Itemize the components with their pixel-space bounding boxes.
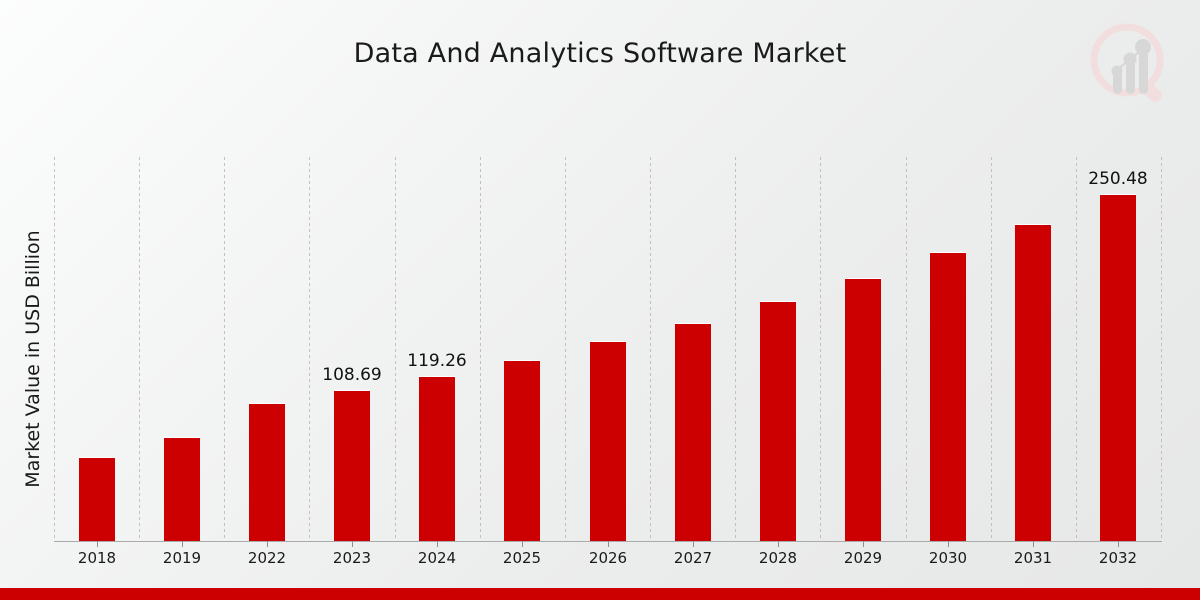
- bar-group-2025[interactable]: [504, 157, 540, 541]
- x-tick-mark: [437, 541, 438, 547]
- bar-group-2027[interactable]: [675, 157, 711, 541]
- x-tick-label-2022: 2022: [247, 549, 287, 567]
- x-tick-label-2027: 2027: [673, 549, 713, 567]
- bars-layer: 108.69 119.26 250.48: [54, 157, 1161, 541]
- x-tick-mark: [352, 541, 353, 547]
- x-tick-label-2031: 2031: [1013, 549, 1053, 567]
- bar-group-2022[interactable]: [249, 157, 285, 541]
- bar-value-label: 250.48: [1088, 169, 1148, 189]
- bar[interactable]: [164, 437, 200, 541]
- x-tick-mark: [608, 541, 609, 547]
- x-tick-mark: [522, 541, 523, 547]
- bar-group-2026[interactable]: [590, 157, 626, 541]
- gridline: [1161, 157, 1162, 541]
- bar[interactable]: [930, 252, 966, 541]
- bar[interactable]: [504, 360, 540, 541]
- x-tick-label-2032: 2032: [1098, 549, 1138, 567]
- x-tick-mark: [778, 541, 779, 547]
- bar-group-2019[interactable]: [164, 157, 200, 541]
- y-axis-title: Market Value in USD Billion: [22, 230, 44, 488]
- footer-accent-band: [0, 588, 1200, 600]
- x-tick-mark: [267, 541, 268, 547]
- x-tick-mark: [948, 541, 949, 547]
- bar[interactable]: [845, 278, 881, 541]
- bar-group-2031[interactable]: [1015, 157, 1051, 541]
- page-title: Data And Analytics Software Market: [353, 38, 847, 69]
- bar[interactable]: [760, 301, 796, 541]
- bar-chart-icon: [1113, 51, 1148, 94]
- x-tick-label-2023: 2023: [332, 549, 372, 567]
- x-tick-label-2025: 2025: [502, 549, 542, 567]
- x-tick-mark: [182, 541, 183, 547]
- bar-value-label: 108.69: [322, 365, 382, 385]
- data-point-dots-icon: [1111, 39, 1151, 77]
- bar-group-2030[interactable]: [930, 157, 966, 541]
- x-tick-label-2024: 2024: [417, 549, 457, 567]
- x-tick-mark: [693, 541, 694, 547]
- x-tick-mark: [1118, 541, 1119, 547]
- bar-group-2024[interactable]: 119.26: [407, 157, 467, 541]
- bar[interactable]: [675, 323, 711, 541]
- market-research-magnifier-logo: [1082, 18, 1178, 114]
- bar-group-2028[interactable]: [760, 157, 796, 541]
- bar[interactable]: [249, 403, 285, 541]
- bar[interactable]: [1015, 224, 1051, 541]
- bar-group-2018[interactable]: [79, 157, 115, 541]
- x-tick-mark: [1033, 541, 1034, 547]
- plot-area: 108.69 119.26 250.48: [54, 157, 1162, 541]
- x-tick-mark: [863, 541, 864, 547]
- x-axis: 2018 2019 2022 2023 2024 2025 2026 2027 2028 2029…: [54, 541, 1161, 571]
- bar[interactable]: [590, 341, 626, 541]
- bar[interactable]: [1100, 194, 1136, 541]
- x-tick-mark: [97, 541, 98, 547]
- x-tick-label-2028: 2028: [758, 549, 798, 567]
- x-tick-label-2029: 2029: [843, 549, 883, 567]
- bar[interactable]: [419, 376, 455, 541]
- bar-group-2023[interactable]: 108.69: [322, 157, 382, 541]
- x-tick-label-2030: 2030: [928, 549, 968, 567]
- bar[interactable]: [334, 390, 370, 541]
- bar-value-label: 119.26: [407, 351, 467, 371]
- bar-group-2032[interactable]: 250.48: [1088, 157, 1148, 541]
- x-tick-label-2018: 2018: [77, 549, 117, 567]
- x-tick-label-2026: 2026: [588, 549, 628, 567]
- x-tick-label-2019: 2019: [162, 549, 202, 567]
- bar[interactable]: [79, 457, 115, 541]
- bar-group-2029[interactable]: [845, 157, 881, 541]
